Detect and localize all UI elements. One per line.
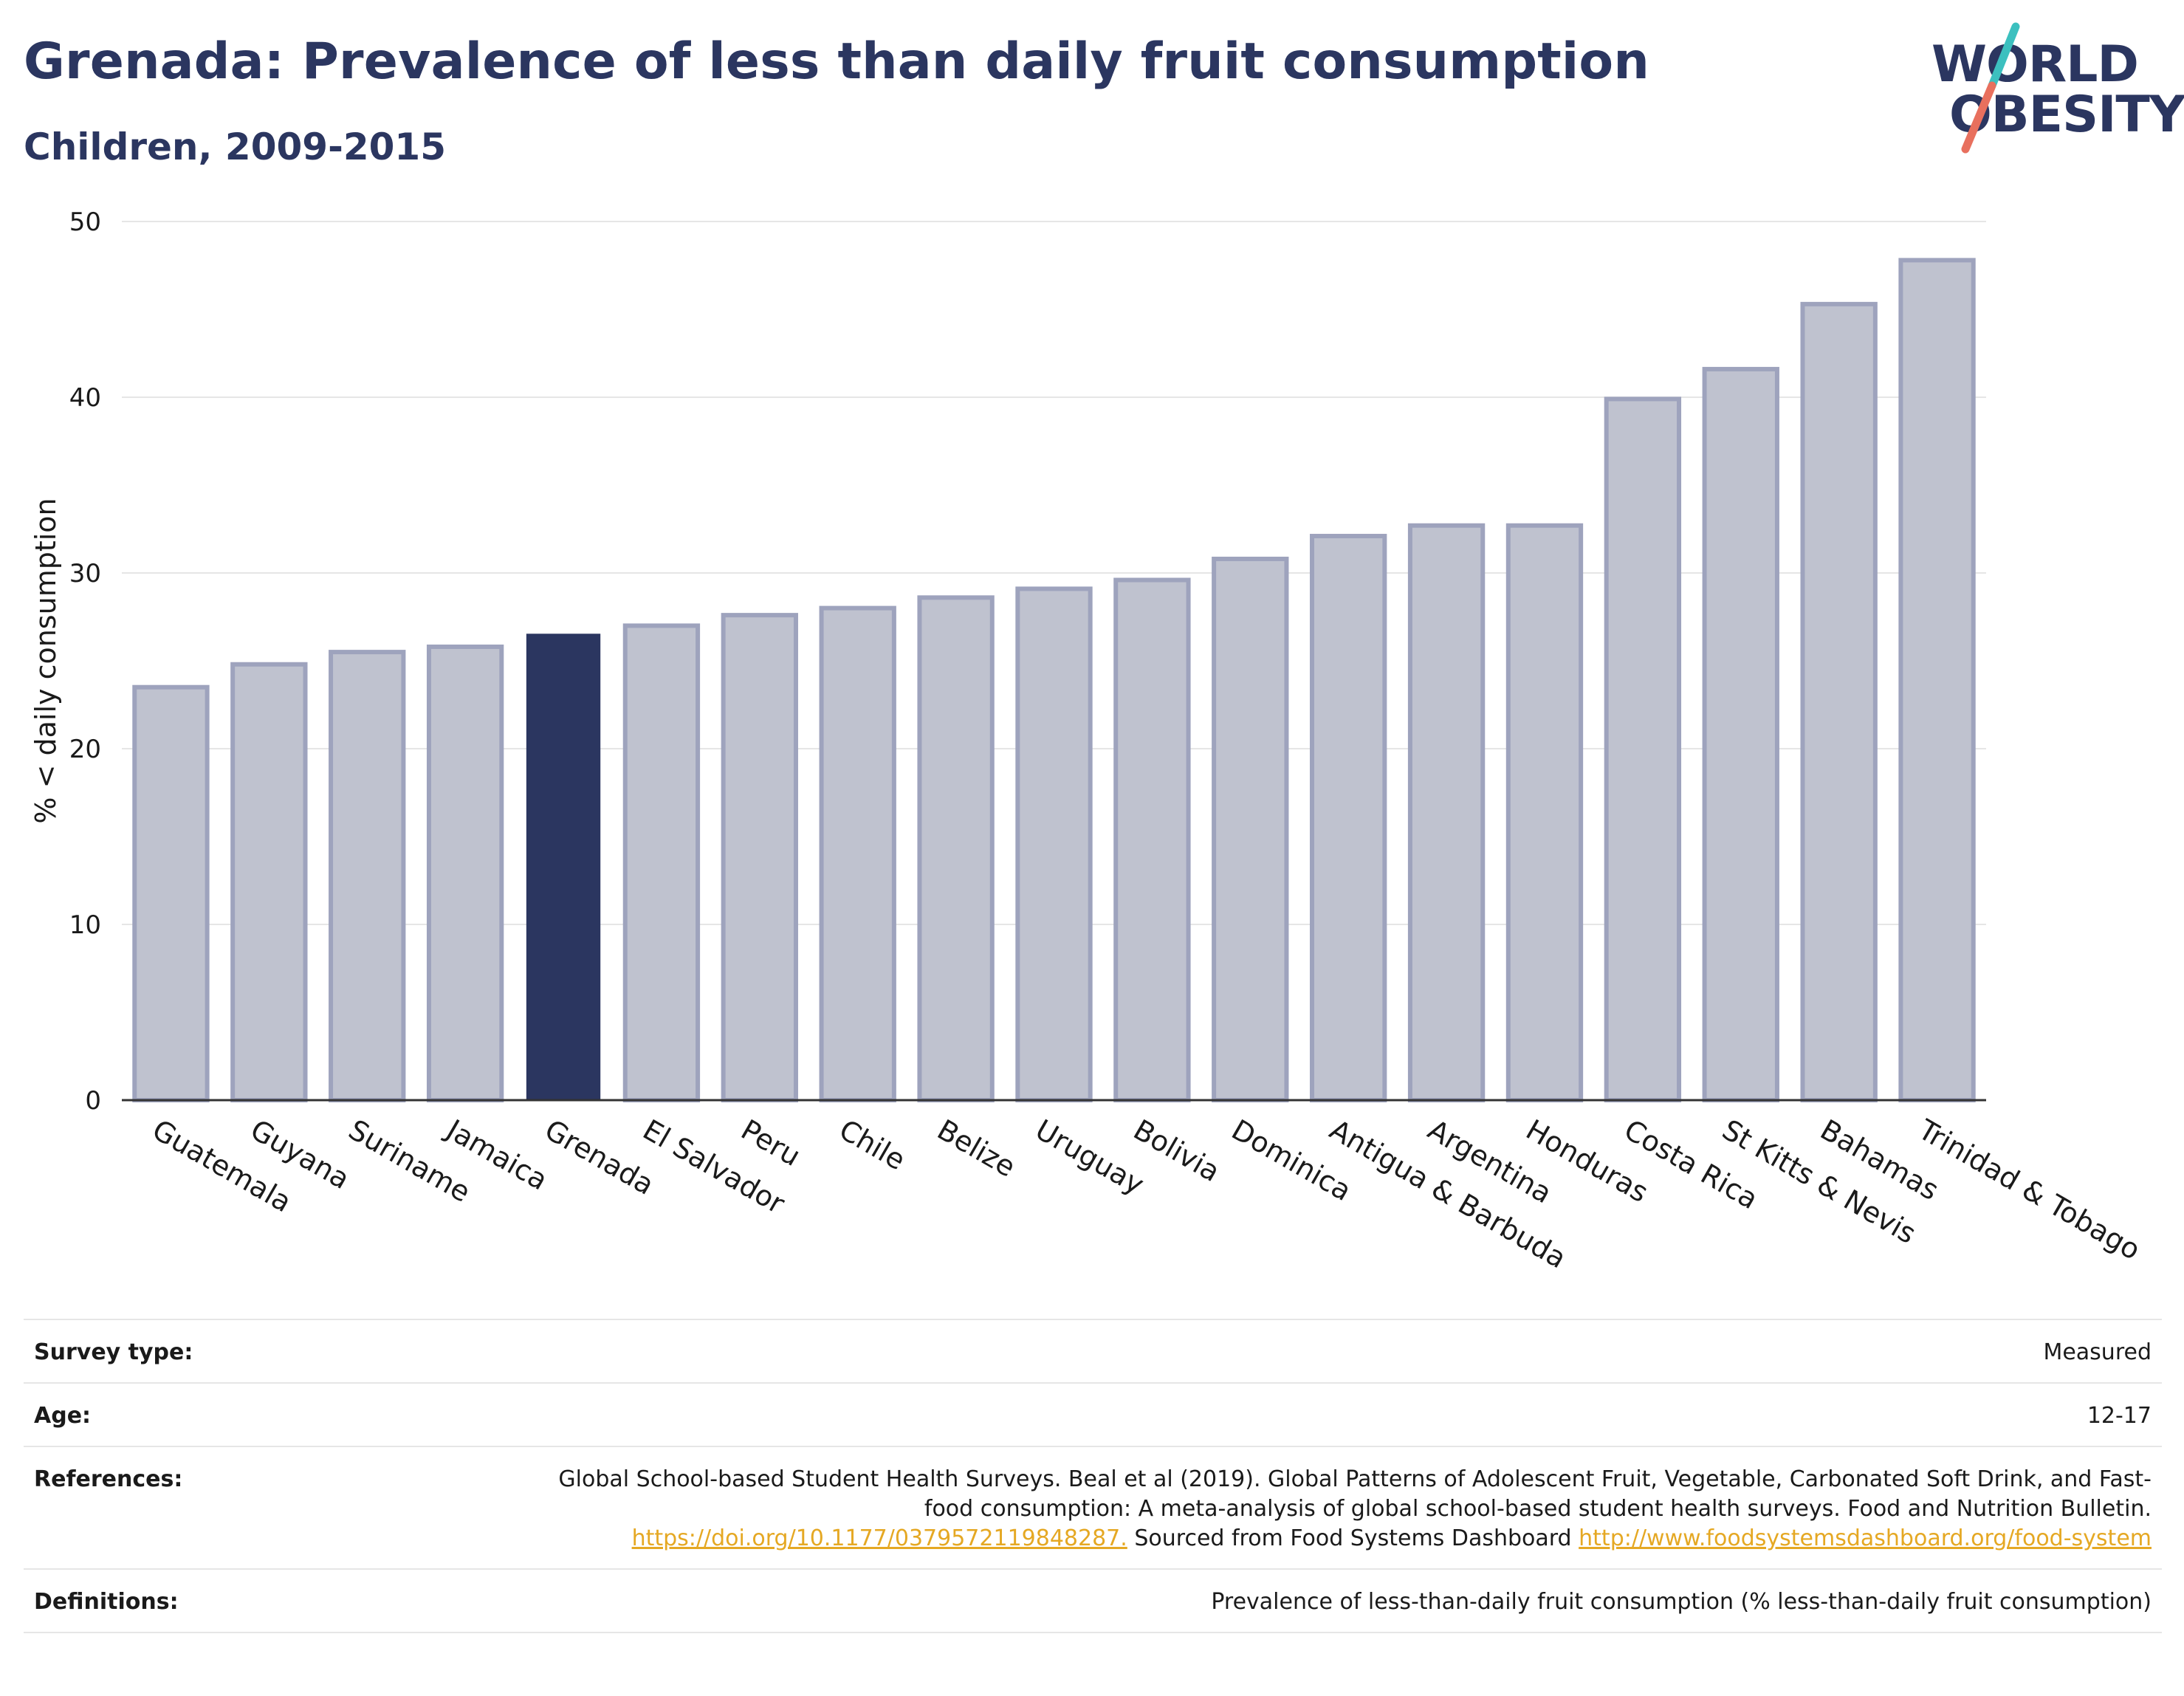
meta-row-definitions: Definitions: Prevalence of less-than-dai… (24, 1568, 2162, 1633)
x-tick-label: Trinidad & Tobago (1912, 1113, 2146, 1266)
bar-uruguay (1015, 586, 1093, 1102)
bar-grenada (526, 634, 601, 1101)
bar-guyana (230, 662, 308, 1102)
meta-key: References: (34, 1466, 183, 1492)
x-tick-label: Belize (932, 1113, 1021, 1184)
y-tick-label: 50 (69, 207, 101, 237)
meta-value: Prevalence of less-than-daily fruit cons… (1211, 1589, 2152, 1615)
meta-value: Measured (2043, 1339, 2152, 1365)
y-tick-label: 20 (69, 735, 101, 764)
bar-argentina (1407, 523, 1486, 1102)
bar-bolivia (1113, 577, 1191, 1102)
meta-key: Survey type: (34, 1339, 193, 1365)
meta-row-age: Age: 12-17 (24, 1382, 2162, 1446)
meta-value: 12-17 (2087, 1403, 2152, 1429)
meta-value: Global School-based Student Health Surve… (527, 1465, 2152, 1553)
logo-line1: WORLD (1931, 35, 2139, 94)
y-tick-label: 0 (85, 1086, 101, 1116)
y-axis-label: % < daily consumption (30, 498, 62, 823)
bar-peru (721, 613, 798, 1102)
bar-dominica (1212, 556, 1289, 1102)
bar-el-salvador (622, 623, 701, 1102)
logo-slash-icon (1961, 22, 2020, 154)
metadata-table: Survey type: Measured Age: 12-17 Referen… (24, 1319, 2162, 1633)
x-tick-label: Chile (834, 1113, 910, 1177)
y-tick-label: 40 (69, 383, 101, 413)
bar-belize (917, 595, 995, 1102)
y-tick-label: 30 (69, 559, 101, 588)
x-tick-label: Grenada (540, 1113, 660, 1201)
bar-guatemala (132, 684, 210, 1102)
meta-row-references: References: Global School-based Student … (24, 1446, 2162, 1568)
reference-text: Global School-based Student Health Surve… (558, 1466, 2152, 1522)
doi-link[interactable]: https://doi.org/10.1177/0379572119848287… (631, 1525, 1127, 1551)
bar-chile (819, 605, 896, 1102)
bar-suriname (329, 650, 406, 1102)
meta-row-survey-type: Survey type: Measured (24, 1319, 2162, 1382)
dashboard-link[interactable]: http://www.foodsystemsdashboard.org/food… (1579, 1525, 2152, 1551)
bar-honduras (1505, 523, 1584, 1102)
meta-key: Definitions: (34, 1589, 179, 1615)
x-tick-label: Peru (735, 1113, 806, 1173)
page-subtitle: Children, 2009-2015 (24, 126, 446, 168)
bar-jamaica (426, 644, 504, 1102)
bar-costa-rica (1604, 396, 1682, 1102)
bar-antigua-barbuda (1310, 534, 1387, 1102)
x-tick-label: Uruguay (1030, 1113, 1150, 1201)
page-title: Grenada: Prevalence of less than daily f… (24, 32, 1649, 91)
reference-source-text: Sourced from Food Systems Dashboard (1134, 1525, 1572, 1551)
bar-trinidad-tobago (1898, 258, 1976, 1103)
y-tick-label: 10 (69, 910, 101, 940)
bar-st-kitts-nevis (1702, 366, 1779, 1103)
bar-bahamas (1800, 301, 1878, 1103)
meta-key: Age: (34, 1403, 92, 1429)
world-obesity-logo: WORLD OBESITY (1927, 22, 2184, 162)
